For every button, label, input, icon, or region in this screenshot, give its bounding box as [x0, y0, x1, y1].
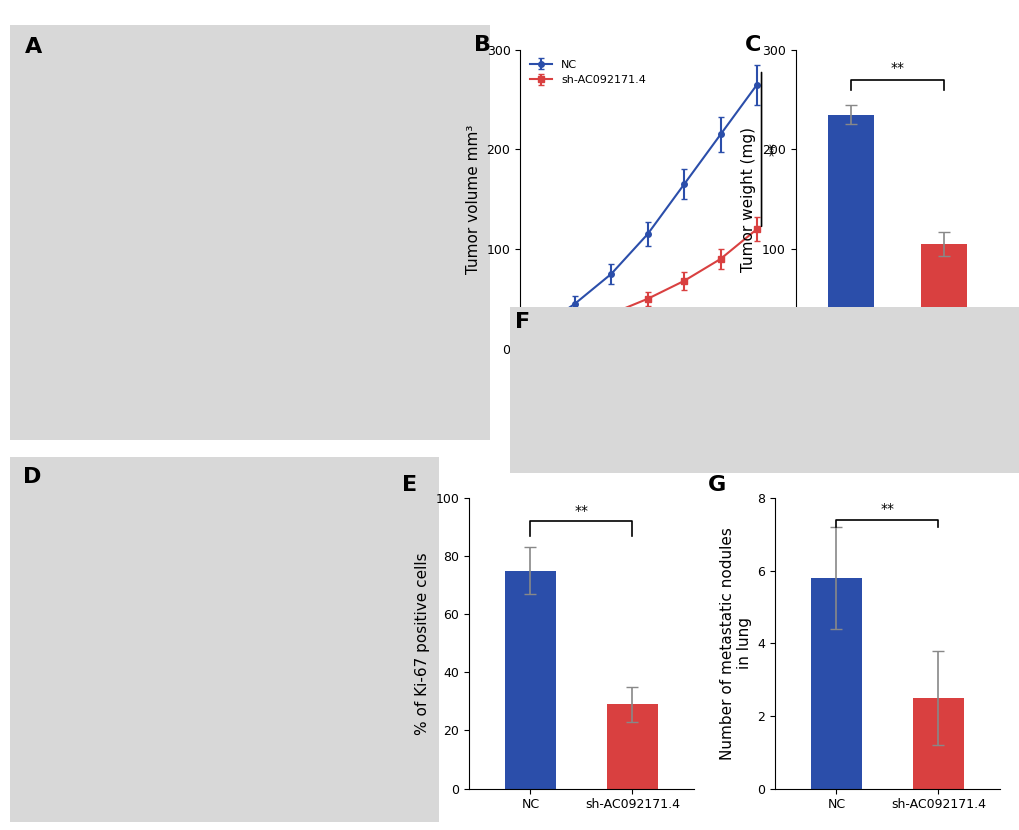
Y-axis label: % of Ki-67 positive cells: % of Ki-67 positive cells [415, 552, 430, 735]
Legend: NC, sh-AC092171.4: NC, sh-AC092171.4 [525, 56, 650, 90]
Text: **: ** [767, 143, 782, 156]
X-axis label: Time (day): Time (day) [606, 377, 688, 392]
Text: **: ** [890, 61, 904, 75]
Text: A: A [24, 37, 42, 57]
Text: E: E [401, 475, 417, 495]
Bar [920, 244, 966, 349]
Text: F: F [515, 312, 530, 332]
Text: D: D [23, 467, 42, 487]
Bar [827, 115, 873, 349]
Text: C: C [744, 35, 760, 55]
Y-axis label: Number of metastatic nodules
in lung: Number of metastatic nodules in lung [718, 527, 751, 759]
Text: B: B [474, 35, 491, 55]
Bar [912, 698, 963, 788]
Y-axis label: Tumor volume mm³: Tumor volume mm³ [466, 124, 481, 274]
Bar [810, 578, 861, 788]
Bar [606, 704, 657, 788]
Y-axis label: Tumor weight (mg): Tumor weight (mg) [741, 127, 756, 271]
Text: **: ** [574, 505, 588, 518]
Text: G: G [707, 475, 726, 495]
Text: **: ** [879, 502, 894, 516]
Bar [504, 571, 555, 788]
